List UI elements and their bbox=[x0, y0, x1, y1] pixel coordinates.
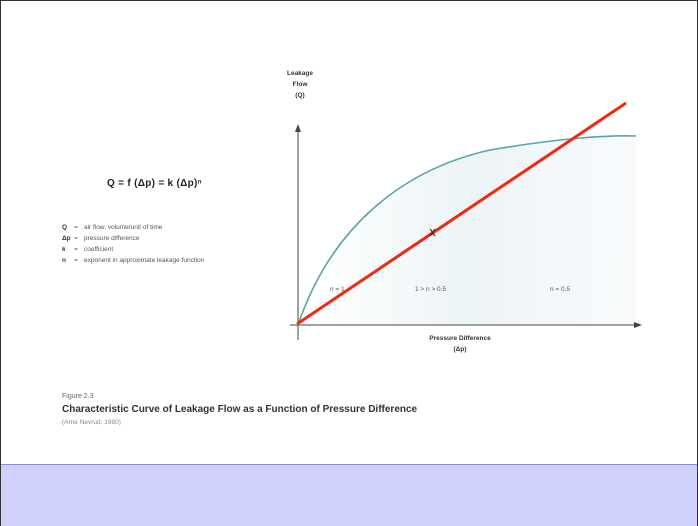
y-axis-arrow bbox=[295, 124, 301, 132]
region-label-transition: 1 > n > 0.5 bbox=[415, 286, 447, 293]
legend-symbol: Δp bbox=[62, 235, 71, 242]
leakage-curve bbox=[297, 135, 637, 326]
y-axis-label-line: Flow bbox=[292, 81, 308, 88]
curve-fill bbox=[298, 135, 636, 325]
legend-symbol: Q bbox=[62, 224, 68, 231]
legend-row: Δp = pressure difference bbox=[62, 233, 262, 244]
legend-description: air flow, volume/unit of time bbox=[84, 224, 163, 231]
figure: x Q = f (Δp) = k (Δp)ⁿ Q = air flow, vol… bbox=[62, 68, 642, 426]
figure-number: Figure 2.3 bbox=[62, 393, 94, 400]
legend-symbol: k bbox=[62, 246, 66, 253]
y-axis-label-line: (Q) bbox=[295, 92, 305, 99]
annotation-x-mark: x bbox=[429, 225, 436, 239]
region-label-linear: n = 1 bbox=[330, 286, 345, 293]
legend-equals: = bbox=[74, 235, 78, 242]
legend-equals: = bbox=[74, 257, 78, 264]
legend-row: Q = air flow, volume/unit of time bbox=[62, 222, 262, 233]
legend-equals: = bbox=[74, 224, 78, 231]
leakage-formula: Q = f (Δp) = k (Δp)ⁿ bbox=[107, 178, 202, 189]
x-axis-label-line: Pressure Difference bbox=[429, 335, 491, 342]
y-axis-label-line: Leakage bbox=[286, 70, 314, 77]
leakage-chart: x bbox=[290, 101, 642, 340]
formula-legend: Q = air flow, volume/unit of time Δp = p… bbox=[62, 222, 262, 266]
legend-description: pressure difference bbox=[84, 235, 140, 242]
y-axis-label: Leakage Flow (Q) bbox=[270, 68, 330, 101]
legend-equals: = bbox=[74, 246, 78, 253]
figure-source: (Arne Nevrud, 1980) bbox=[62, 419, 121, 426]
legend-description: exponent in approximate leakage function bbox=[84, 257, 205, 264]
bottom-panel bbox=[1, 464, 697, 526]
overlay-red-line bbox=[296, 101, 627, 326]
legend-description: coefficient bbox=[84, 246, 114, 253]
x-axis-label: Pressure Difference (Δp) bbox=[390, 333, 530, 355]
x-axis-arrow bbox=[634, 322, 642, 328]
x-axis-label-line: (Δp) bbox=[453, 346, 467, 353]
legend-row: n = exponent in approximate leakage func… bbox=[62, 255, 262, 266]
figure-caption: Characteristic Curve of Leakage Flow as … bbox=[62, 404, 418, 415]
legend-row: k = coefficient bbox=[62, 244, 262, 255]
region-label-turbulent: n = 0.5 bbox=[550, 286, 571, 293]
legend-symbol: n bbox=[62, 257, 66, 264]
